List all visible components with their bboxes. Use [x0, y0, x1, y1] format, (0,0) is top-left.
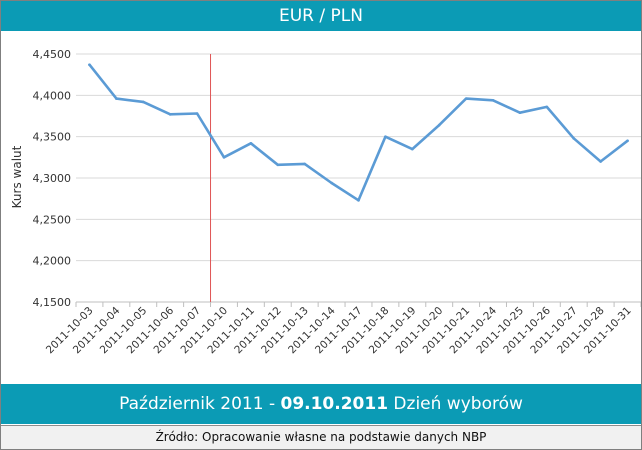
y-tick-label: 4,4000 — [33, 89, 72, 102]
source-note: Źródło: Opracowanie własne na podstawie … — [1, 425, 641, 449]
data-point — [411, 147, 414, 151]
y-tick-label: 4,2500 — [33, 213, 72, 226]
chart-title: EUR / PLN — [1, 1, 641, 31]
data-point — [464, 97, 468, 100]
data-point — [168, 113, 172, 116]
data-point — [384, 135, 387, 138]
data-point — [572, 137, 576, 140]
data-point — [115, 97, 118, 100]
grid-lines — [76, 53, 641, 262]
data-point — [437, 123, 441, 127]
data-point — [222, 156, 226, 159]
data-point — [518, 111, 522, 114]
data-point — [141, 100, 145, 104]
y-axis-label: Kurs walut — [10, 145, 24, 208]
data-point — [276, 163, 280, 167]
y-tick-label: 4,3500 — [33, 131, 72, 144]
data-point — [303, 162, 306, 166]
caption-suffix: Dzień wyborów — [388, 394, 523, 414]
data-point — [599, 160, 602, 163]
caption-prefix: Październik 2011 - — [119, 394, 281, 414]
data-point — [330, 181, 333, 185]
data-point — [357, 199, 360, 202]
y-tick-label: 4,3000 — [33, 172, 72, 185]
data-point — [545, 105, 549, 109]
plot-area: 4,1500 4,2000 4,2500 4,3000 4,3500 4,4000 4,45… — [10, 48, 641, 356]
y-tick-labels: 4,1500 4,2000 4,2500 4,3000 4,3500 4,4000 4,45… — [33, 48, 72, 309]
caption-date: 09.10.2011 — [280, 394, 389, 414]
y-tick-label: 4,2000 — [33, 255, 72, 268]
data-point — [88, 63, 91, 67]
y-tick-label: 4,1500 — [33, 296, 72, 309]
data-point — [249, 141, 253, 145]
data-point — [626, 139, 629, 143]
series-eur-pln — [88, 63, 629, 202]
x-tick-labels: 2011-10-032011-10-042011-10-052011-10-06… — [44, 304, 634, 356]
axes — [75, 301, 641, 307]
series-line — [88, 63, 629, 202]
y-tick-label: 4,4500 — [33, 48, 72, 61]
caption: Październik 2011 - 09.10.2011 Dzień wybo… — [1, 384, 641, 424]
data-point — [491, 98, 495, 102]
data-point — [195, 112, 199, 115]
